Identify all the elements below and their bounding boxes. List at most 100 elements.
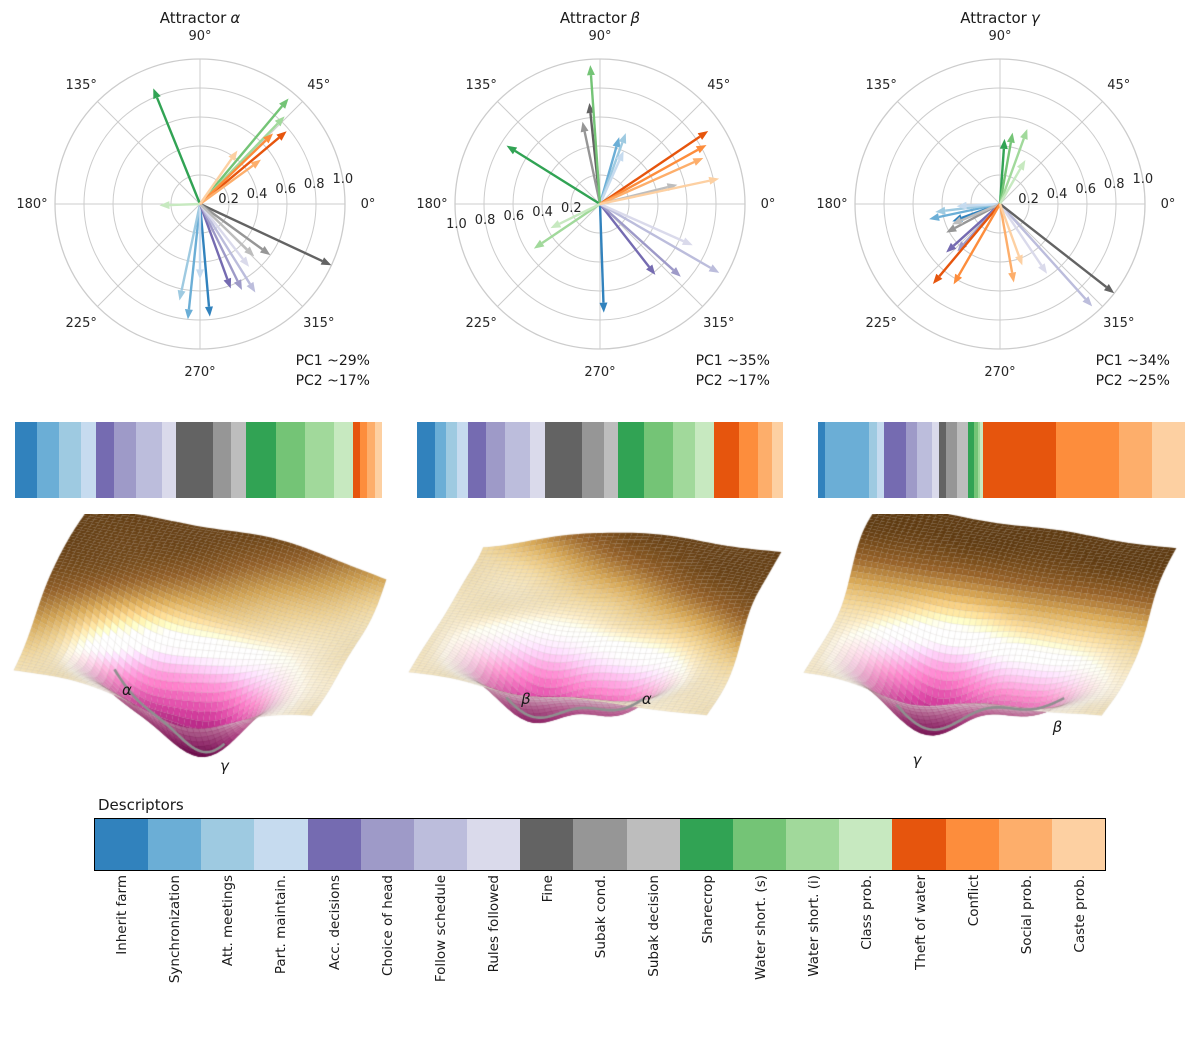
- loading-arrow-head: [946, 242, 957, 253]
- bar-segment: [161, 422, 177, 498]
- loading-arrow-head: [250, 159, 261, 169]
- bar-segment: [917, 422, 932, 498]
- bar-segment: [713, 422, 740, 498]
- legend: Descriptors Inherit farm Synchronization A…: [0, 796, 1200, 1034]
- loading-arrow-head: [951, 216, 963, 225]
- polar-angle-label: 135°: [866, 78, 897, 93]
- bar-segment: [176, 422, 214, 498]
- loading-arrow: [598, 159, 621, 205]
- loading-arrow: [599, 203, 651, 268]
- loading-arrow: [998, 203, 1014, 273]
- bar-segment: [603, 422, 619, 498]
- legend-swatch: [573, 819, 627, 870]
- polar-angle-label: 225°: [866, 316, 897, 331]
- polar-angle-label: 270°: [184, 365, 215, 380]
- well-label: β: [1052, 717, 1063, 736]
- polar-title-symbol: β: [630, 9, 641, 27]
- legend-label: Att. meetings: [220, 875, 237, 967]
- legend-swatch: [307, 819, 361, 870]
- loading-arrow: [541, 203, 601, 244]
- bar-segment: [37, 422, 60, 498]
- loading-arrow-head: [1006, 132, 1015, 144]
- loading-arrow-head: [320, 257, 332, 266]
- bar-segment: [1151, 422, 1185, 498]
- bar-segment: [906, 422, 918, 498]
- polar-angle-label: 315°: [703, 316, 734, 331]
- polar-cell-gamma: Attractor γ 0° 45° 90° 135° 180° 225° 270° 315° 0…: [802, 0, 1198, 389]
- bar-segment: [59, 422, 82, 498]
- loading-arrow: [198, 203, 239, 282]
- loading-arrow: [199, 203, 244, 260]
- bar-segment: [673, 422, 696, 498]
- bar-segment: [618, 422, 644, 498]
- loading-arrow-head: [274, 116, 285, 127]
- polar-angle-label: 90°: [188, 29, 211, 44]
- loading-arrow-head: [681, 237, 693, 246]
- loading-arrow-head: [708, 264, 720, 273]
- loading-arrow-head: [159, 201, 170, 210]
- loading-arrow: [938, 203, 1001, 278]
- polar-row: Attractor α 0° 45° 90° 135° 180° 225° 270° 315° 0…: [0, 0, 1200, 389]
- legend-swatch: [945, 819, 999, 870]
- loading-arrow: [598, 203, 605, 303]
- polar-angle-label: 0°: [761, 197, 776, 212]
- bar-segment: [977, 422, 981, 498]
- bar-segment: [739, 422, 758, 498]
- bar-segment: [581, 422, 604, 498]
- loading-arrow-head: [615, 151, 624, 162]
- loading-arrow-head: [692, 157, 704, 166]
- loading-arrow-head: [276, 131, 287, 141]
- polar-angle-label: 45°: [707, 78, 730, 93]
- bar-segment: [456, 422, 468, 498]
- bar-segment: [213, 422, 232, 498]
- loading-arrow: [998, 168, 1022, 205]
- bar-segment: [884, 422, 907, 498]
- legend-swatch: [786, 819, 840, 870]
- legend-swatch: [1051, 819, 1105, 870]
- loading-arrow-head: [1103, 283, 1115, 294]
- bar-segment: [931, 422, 940, 498]
- loading-arrow: [999, 203, 1087, 300]
- loading-arrow: [514, 149, 601, 206]
- pc-variance-labels: PC1 ~29% PC2 ~17%: [296, 351, 370, 391]
- polar-angle-label: 180°: [16, 197, 47, 212]
- polar-angle-label: 225°: [66, 316, 97, 331]
- polar-angle-label: 90°: [588, 29, 611, 44]
- polar-radial-label: 0.2: [218, 192, 239, 207]
- loading-arrow-head: [1016, 160, 1026, 171]
- legend-label: Subak cond.: [593, 875, 610, 959]
- polar-radial-label: 1.0: [332, 172, 353, 187]
- pc2-label: PC2 ~17%: [295, 373, 370, 389]
- polar-grid-spoke: [599, 101, 703, 205]
- legend-label: Fine: [539, 875, 556, 903]
- bar-segment: [374, 422, 382, 498]
- legend-label: Theft of water: [912, 875, 929, 970]
- polar-angle-label: 270°: [584, 365, 615, 380]
- polar-angle-label: 0°: [361, 197, 376, 212]
- loading-arrow: [583, 131, 602, 205]
- polar-angle-label: 135°: [466, 78, 497, 93]
- bar-segment: [1056, 422, 1119, 498]
- bar-segment: [968, 422, 974, 498]
- loading-arrow: [599, 160, 695, 206]
- bar-segment: [643, 422, 674, 498]
- bar-segment: [367, 422, 375, 498]
- polar-radial-label: 0.6: [1075, 182, 1096, 197]
- loading-arrow: [155, 97, 202, 205]
- loading-arrow-head: [259, 246, 271, 256]
- loading-arrow: [199, 139, 267, 205]
- polar-plot-alpha: 0° 45° 90° 135° 180° 225° 270° 315° 0.2 0.4 0.6 0.8…: [16, 29, 376, 380]
- loading-arrow-head: [239, 256, 250, 267]
- polar-grid-spoke: [999, 101, 1103, 205]
- polar-radial-label: 1.0: [1132, 172, 1153, 187]
- loading-arrow-head: [953, 273, 963, 285]
- polar-grid-spoke: [97, 101, 201, 205]
- polar-grid-spoke: [897, 203, 1001, 307]
- pc2-label: PC2 ~17%: [695, 373, 770, 389]
- polar-radial-label: 0.4: [247, 187, 268, 202]
- legend-label: Class prob.: [859, 875, 876, 950]
